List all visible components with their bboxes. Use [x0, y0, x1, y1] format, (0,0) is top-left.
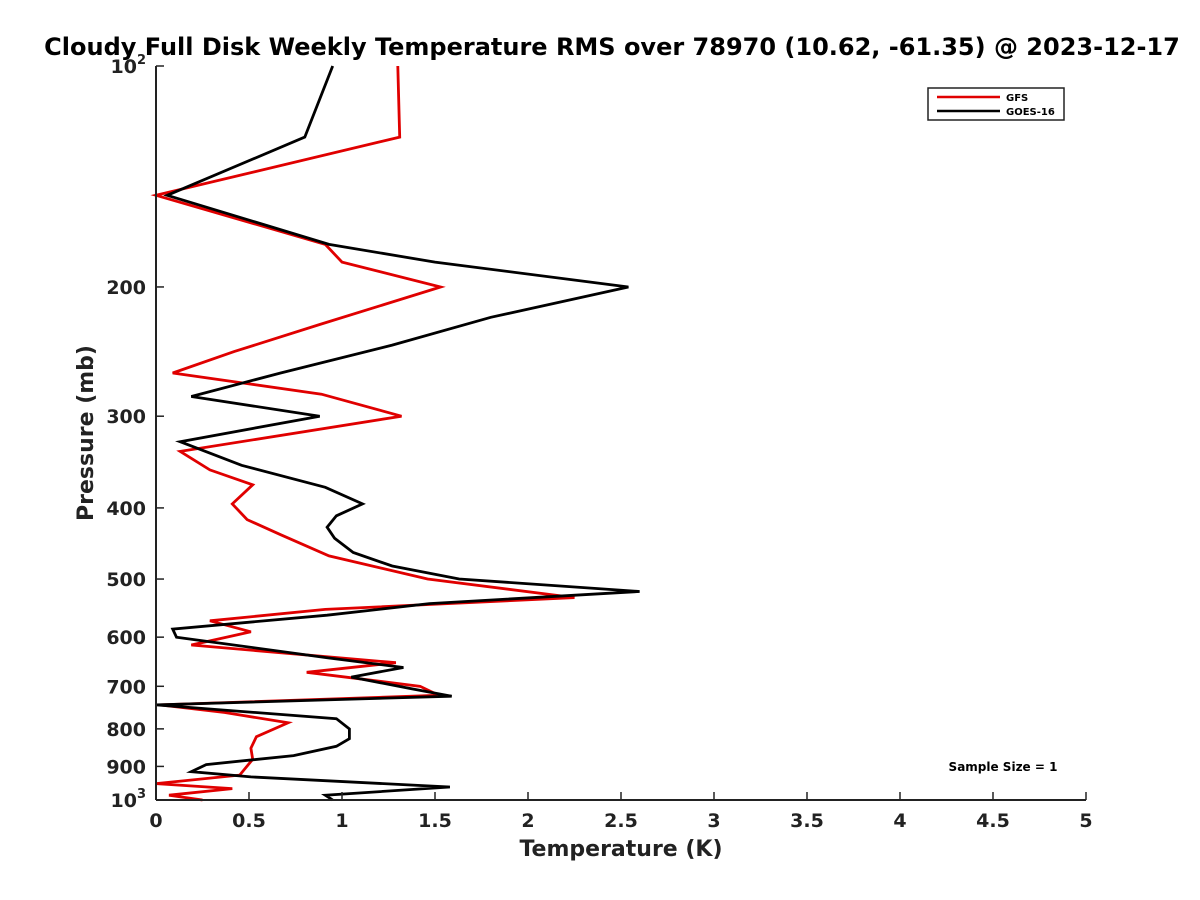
series-line-goes-16	[155, 65, 640, 802]
x-tick-label: 1	[335, 810, 348, 832]
y-ticks: 102 200 300 400 500 600 700 800 900 103	[106, 53, 164, 812]
legend-label-goes-16: GOES-16	[1006, 107, 1055, 118]
y-tick-label: 500	[106, 569, 146, 591]
y-tick-label: 102	[111, 53, 147, 78]
y-tick-label: 300	[106, 406, 146, 428]
x-tick-label: 3	[707, 810, 720, 832]
legend: GFS GOES-16	[927, 87, 1065, 121]
y-tick-label: 900	[106, 756, 146, 778]
x-axis-label: Temperature (K)	[519, 837, 722, 862]
series-line-gfs	[150, 65, 575, 802]
x-tick-label: 0	[149, 810, 162, 832]
y-tick-label: 200	[106, 277, 146, 299]
legend-box	[927, 87, 1065, 121]
x-tick-label: 2	[521, 810, 534, 832]
x-ticks: 0 0.5 1 1.5 2 2.5 3 3.5 4 4.5 5	[149, 792, 1093, 832]
x-tick-label: 5	[1079, 810, 1092, 832]
y-tick-label: 600	[106, 627, 146, 649]
y-axis-label: Pressure (mb)	[74, 345, 99, 521]
y-tick-label: 700	[106, 676, 146, 698]
y-tick-label: 800	[106, 719, 146, 741]
sample-size-annotation: Sample Size = 1	[949, 760, 1058, 774]
x-tick-label: 0.5	[232, 810, 266, 832]
legend-label-gfs: GFS	[1006, 93, 1028, 104]
x-tick-label: 4.5	[976, 810, 1010, 832]
y-tick-label: 400	[106, 498, 146, 520]
x-tick-label: 3.5	[790, 810, 824, 832]
chart-title: Cloudy Full Disk Weekly Temperature RMS …	[44, 33, 1180, 61]
plot-lines	[150, 65, 640, 802]
x-tick-label: 2.5	[604, 810, 638, 832]
x-tick-label: 1.5	[418, 810, 452, 832]
x-tick-label: 4	[893, 810, 906, 832]
y-tick-label: 103	[111, 787, 147, 812]
